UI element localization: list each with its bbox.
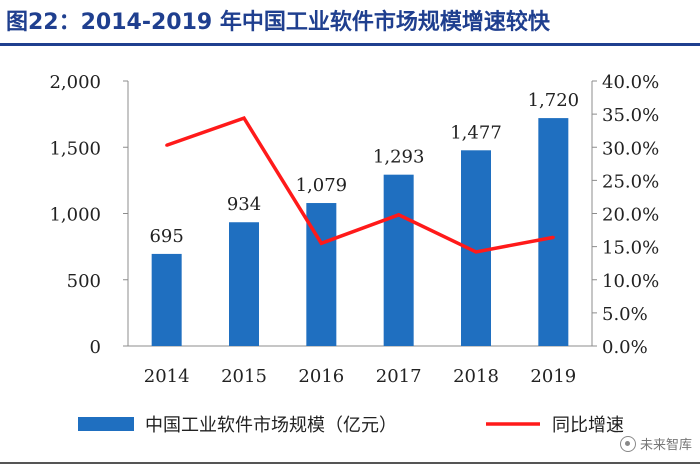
x-tick-label: 2014: [144, 366, 190, 387]
y-right-tick-label: 35.0%: [602, 105, 659, 126]
bar: [538, 118, 569, 346]
watermark: 未来智库: [619, 434, 692, 453]
y-left-tick-label: 500: [67, 271, 101, 292]
bar: [151, 253, 182, 346]
x-tick-label: 2019: [530, 366, 576, 387]
growth-rate-point: [319, 241, 323, 245]
bar-data-label: 1,293: [373, 147, 425, 168]
x-tick-label: 2018: [453, 366, 499, 387]
y-left-tick-label: 1,500: [49, 138, 101, 159]
y-right-tick-label: 10.0%: [602, 271, 659, 292]
x-tick-label: 2017: [376, 366, 422, 387]
growth-rate-point: [165, 143, 169, 147]
bar-data-label: 1,720: [528, 90, 580, 111]
growth-rate-point: [397, 213, 401, 217]
x-tick-label: 2015: [221, 366, 267, 387]
y-left-tick-label: 1,000: [49, 205, 101, 226]
title-rule: [0, 43, 700, 46]
x-tick-label: 2016: [298, 366, 344, 387]
y-right-tick-label: 30.0%: [602, 138, 659, 159]
bar-data-label: 1,477: [450, 122, 502, 143]
growth-rate-point: [551, 235, 555, 239]
bar-data-label: 1,079: [296, 175, 348, 196]
y-right-tick-label: 25.0%: [602, 171, 659, 192]
bottom-rule: [0, 462, 700, 464]
chart-title: 图22：2014-2019 年中国工业软件市场规模增速较快: [6, 10, 550, 35]
wechat-icon: [619, 435, 636, 452]
bar: [383, 174, 414, 346]
y-right-tick-label: 15.0%: [602, 238, 659, 259]
y-left-tick-label: 0: [90, 337, 101, 358]
growth-rate-point: [242, 116, 246, 120]
legend-label-line: 同比增速: [552, 415, 624, 436]
legend-label-bar: 中国工业软件市场规模（亿元）: [145, 415, 397, 436]
bar: [229, 222, 259, 346]
legend-swatch-bar: [78, 417, 134, 431]
growth-rate-point: [474, 250, 478, 254]
y-right-tick-label: 20.0%: [602, 205, 659, 226]
y-left-tick-label: 2,000: [49, 72, 101, 93]
y-right-tick-label: 5.0%: [602, 304, 648, 325]
bar-data-label: 695: [149, 226, 183, 247]
growth-rate-line: [166, 115, 554, 254]
watermark-text: 未来智库: [639, 438, 692, 453]
y-right-tick-label: 40.0%: [602, 72, 659, 93]
y-right-tick-label: 0.0%: [602, 337, 648, 358]
bar-data-label: 934: [227, 194, 261, 215]
